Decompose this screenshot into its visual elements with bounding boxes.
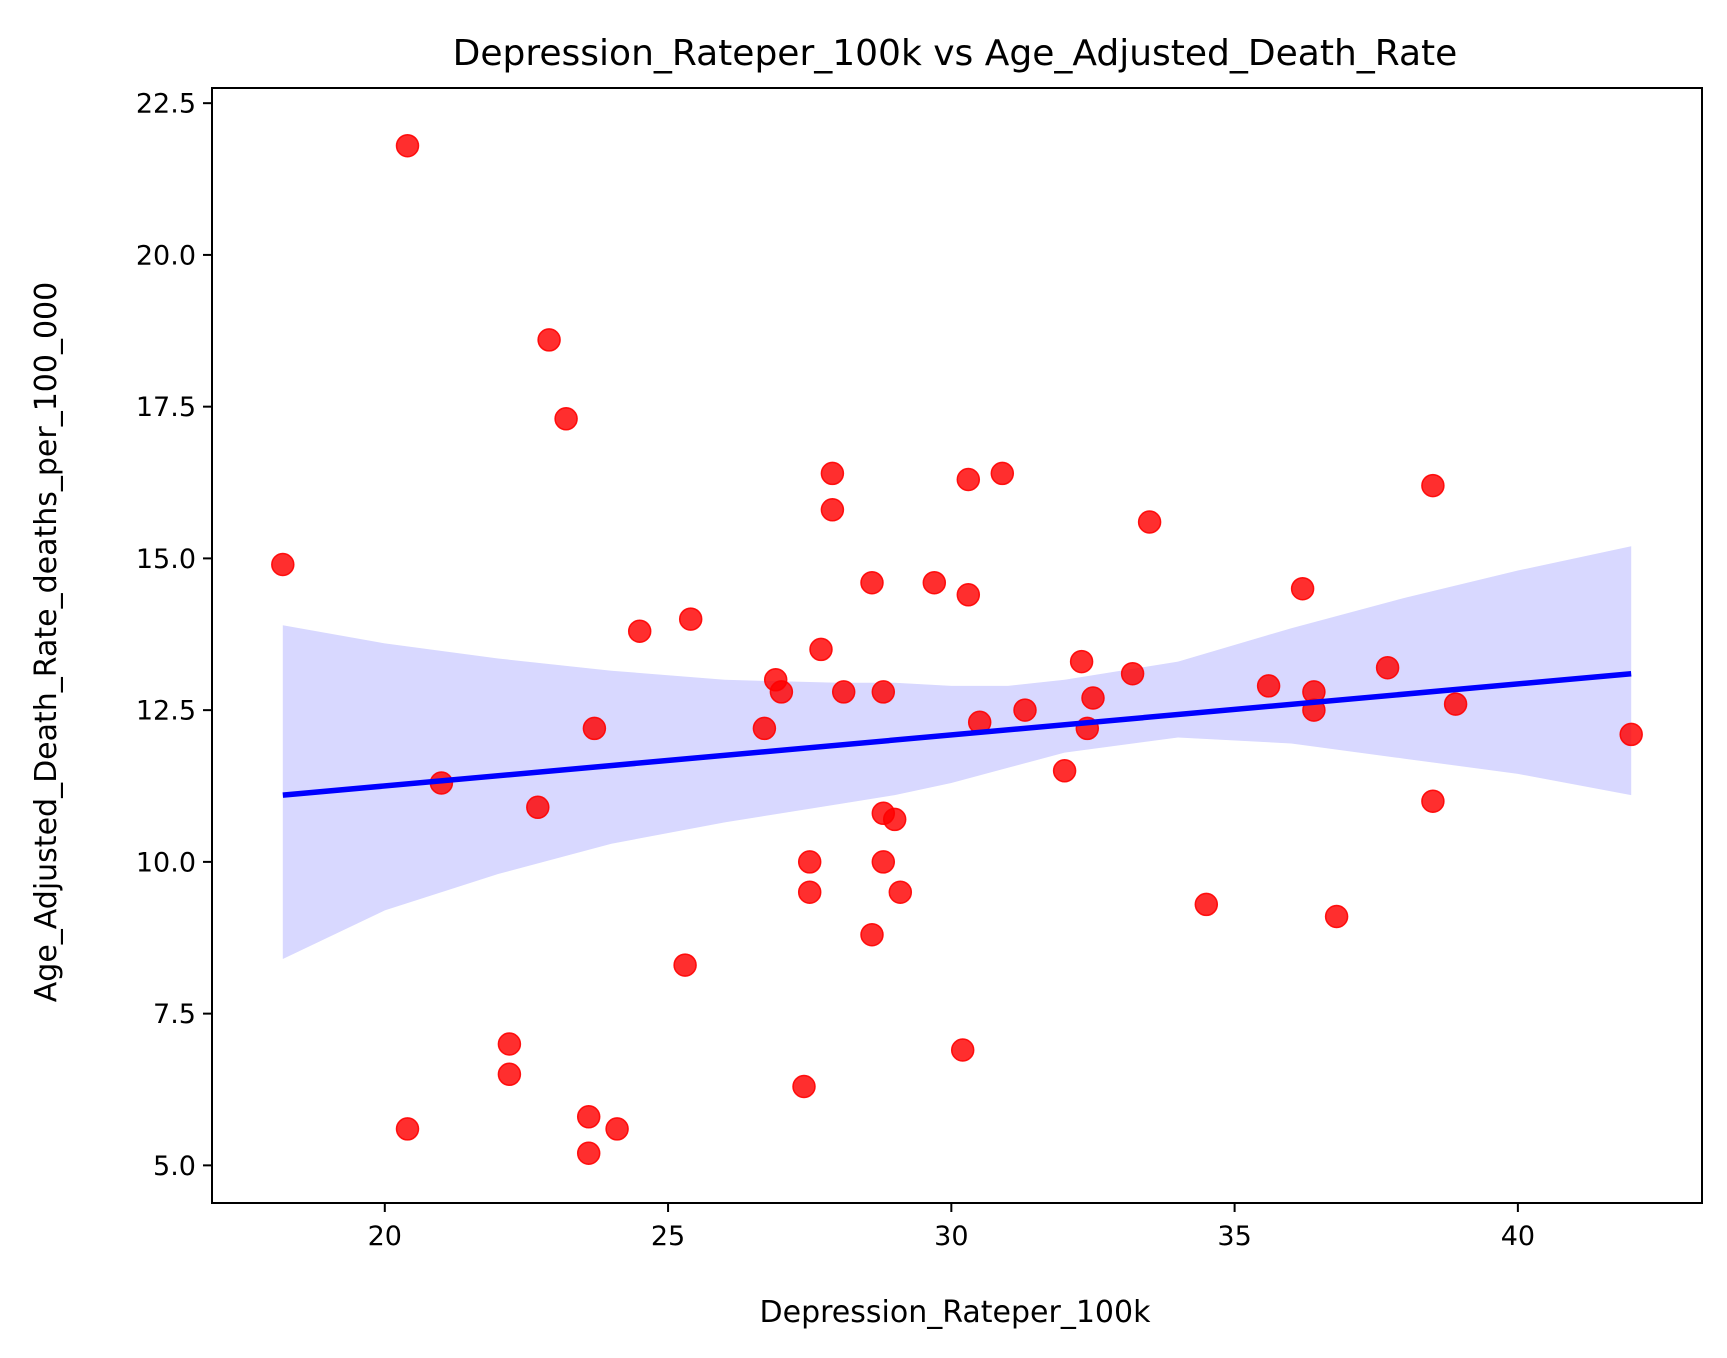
data-point	[860, 922, 884, 947]
y-axis-label: Age_Adjusted_Death_Rate_deaths_per_100_0…	[29, 282, 64, 1002]
data-point	[1194, 892, 1219, 917]
data-point	[792, 1074, 816, 1099]
data-point	[820, 498, 845, 522]
data-point	[576, 1105, 601, 1129]
data-point	[1052, 759, 1077, 783]
data-point	[956, 583, 981, 607]
data-point	[956, 467, 981, 492]
data-point	[1443, 692, 1468, 716]
data-point	[1290, 576, 1315, 601]
y-tick-label: 5.0	[153, 1151, 196, 1182]
regression-line	[282, 670, 1632, 798]
data-point	[537, 328, 561, 352]
data-point	[1137, 510, 1162, 534]
data-point	[1069, 649, 1094, 674]
y-tick-label: 12.5	[136, 696, 196, 727]
data-point	[1421, 473, 1445, 498]
x-tick-label: 20	[368, 1221, 402, 1252]
data-point	[678, 607, 703, 631]
x-tick-label: 25	[651, 1221, 685, 1252]
data-point	[554, 407, 578, 431]
points-layer	[271, 133, 1643, 1165]
data-point	[882, 807, 907, 832]
x-axis-label: Depression_Rateper_100k	[760, 1295, 1152, 1330]
data-point	[831, 680, 856, 704]
y-tick-label: 17.5	[136, 392, 196, 423]
y-tick-label: 22.5	[136, 89, 196, 120]
data-point	[797, 880, 822, 904]
confidence-band-layer	[282, 546, 1632, 959]
data-point	[1013, 698, 1037, 722]
data-point	[1256, 674, 1281, 698]
data-point	[769, 680, 794, 704]
plot-frame	[211, 87, 1703, 1204]
x-tick-label: 35	[1217, 1221, 1251, 1252]
x-tick-label: 30	[934, 1221, 968, 1252]
regression-line-layer	[282, 670, 1632, 798]
y-tick-label: 15.0	[136, 544, 196, 575]
data-point	[673, 953, 697, 977]
chart-title: Depression_Rateper_100k vs Age_Adjusted_…	[453, 33, 1458, 74]
data-point	[605, 1117, 629, 1141]
data-point	[922, 570, 947, 595]
data-point	[820, 461, 845, 486]
data-point	[860, 570, 884, 595]
x-tick-label: 40	[1501, 1221, 1535, 1252]
data-point	[497, 1062, 522, 1087]
y-tick-label: 20.0	[136, 240, 196, 271]
data-point	[871, 680, 896, 704]
data-point	[627, 619, 652, 643]
y-tick-label: 7.5	[153, 999, 196, 1030]
y-tick-label: 10.0	[136, 847, 196, 878]
data-point	[990, 461, 1015, 486]
data-point	[497, 1032, 522, 1056]
data-point	[1421, 789, 1445, 813]
data-point	[395, 1117, 420, 1141]
axes-layer: 20 25 30 35 40 5.0 7.5 10.0 12.5 15.0 17.5 20.0 22.5	[136, 87, 1703, 1252]
data-point	[271, 552, 295, 577]
data-point	[1619, 722, 1643, 747]
data-point	[526, 795, 550, 820]
data-point	[1120, 661, 1145, 686]
data-point	[1375, 655, 1400, 680]
data-point	[1081, 686, 1105, 710]
data-point	[797, 850, 822, 874]
data-point	[582, 716, 607, 741]
data-point	[888, 880, 913, 904]
data-point	[576, 1141, 601, 1165]
data-point	[950, 1038, 975, 1062]
data-point	[752, 716, 777, 741]
data-point	[809, 637, 833, 662]
data-point	[1324, 904, 1349, 929]
data-point	[395, 133, 420, 158]
data-point	[871, 850, 896, 874]
confidence-band	[282, 546, 1632, 959]
